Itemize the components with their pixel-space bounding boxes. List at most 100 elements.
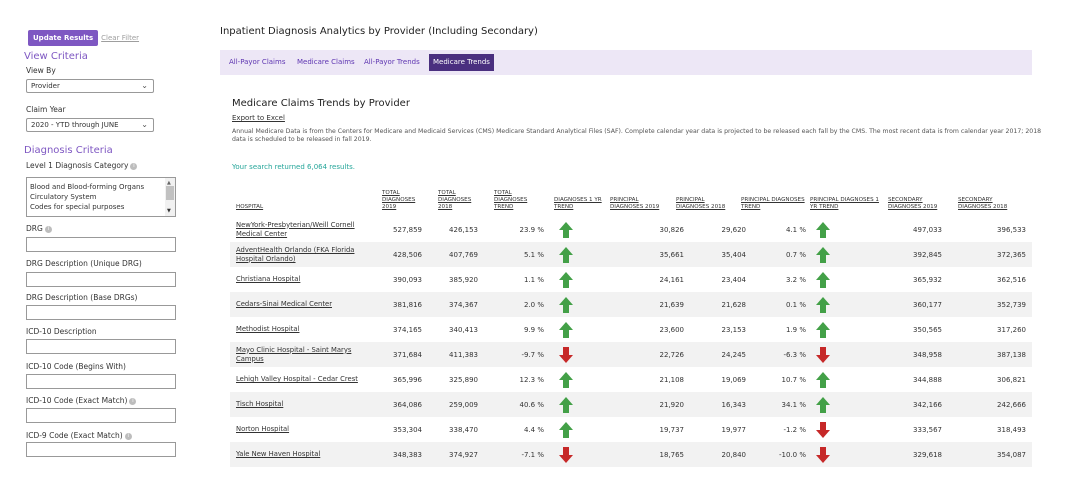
drg-input[interactable] [26,237,176,252]
hospital-link[interactable]: Mayo Clinic Hospital - Saint Marys Campu… [236,345,352,363]
principal-diagnoses-2019: 19,737 [659,425,685,434]
total-diagnoses-2018: 259,009 [449,400,478,409]
total-diagnoses-trend: -7.1 % [521,450,544,459]
icd10-desc-input[interactable] [26,339,176,354]
total-diagnoses-2018: 426,153 [449,225,478,234]
icd10-desc-label: ICD-10 Description [26,327,97,336]
col-header-total-2018[interactable]: TOTAL DIAGNOSES 2018 [438,190,472,210]
scroll-up-icon[interactable]: ▲ [167,180,171,186]
drg-label: DRG i [26,224,52,233]
tab-medicare-claims[interactable]: Medicare Claims [297,58,355,66]
scroll-down-icon[interactable]: ▼ [167,208,171,214]
drg-desc-unique-input[interactable] [26,272,176,287]
info-icon[interactable]: i [129,397,137,405]
list-item[interactable]: Blood and Blood-forming Organs [30,183,145,191]
tab-bar: All-Payor Claims Medicare Claims All-Pay… [220,50,1032,75]
arrow-up-icon [816,247,830,263]
export-to-excel-link[interactable]: Export to Excel [232,114,285,122]
secondary-diagnoses-2019: 497,033 [913,225,942,234]
clear-filter-link[interactable]: Clear Filter [101,34,140,42]
icd9-exact-label: ICD-9 Code (Exact Match) i [26,431,132,440]
icd10-begins-input[interactable] [26,374,176,389]
col-header-total-trend[interactable]: TOTAL DIAGNOSES TREND [494,190,528,210]
col-header-principal-trend[interactable]: PRINCIPAL DIAGNOSES TREND [741,197,805,210]
col-header-secondary-2018[interactable]: SECONDARY DIAGNOSES 2018 [958,197,1008,210]
diagnosis-criteria-title: Diagnosis Criteria [24,145,113,156]
arrow-up-icon [559,272,573,288]
arrow-up-icon [816,272,830,288]
tab-medicare-trends[interactable]: Medicare Trends [429,54,494,71]
hospital-link[interactable]: Christiana Hospital [236,275,301,283]
info-icon[interactable]: i [124,432,132,440]
hospital-link[interactable]: Norton Hospital [236,425,290,433]
table-row: Yale New Haven Hospital 348,383 374,927 -7.… [230,442,1032,467]
info-icon[interactable]: i [130,162,138,170]
hospital-link[interactable]: Yale New Haven Hospital [236,450,321,458]
col-header-diagnoses-1yr-trend[interactable]: DIAGNOSES 1 YR TREND [554,197,602,210]
principal-diagnoses-trend: -10.0 % [779,450,806,459]
hospital-link[interactable]: Methodist Hospital [236,325,300,333]
principal-diagnoses-2018: 24,245 [721,350,747,359]
total-diagnoses-2019: 390,093 [393,275,422,284]
total-diagnoses-trend: 40.6 % [519,400,544,409]
arrow-down-icon [559,347,573,363]
secondary-diagnoses-2019: 329,618 [913,450,942,459]
total-diagnoses-trend: -9.7 % [521,350,544,359]
arrow-up-icon [559,422,573,438]
level1-category-label: Level 1 Diagnosis Category i [26,161,138,170]
info-icon[interactable]: i [44,225,52,233]
col-header-total-2019[interactable]: TOTAL DIAGNOSES 2019 [382,190,416,210]
hospital-link[interactable]: Lehigh Valley Hospital - Cedar Crest [236,375,358,383]
arrow-up-icon [559,247,573,263]
hospital-link[interactable]: Tisch Hospital [236,400,284,408]
icd10-exact-label: ICD-10 Code (Exact Match) i [26,396,137,405]
total-diagnoses-2018: 374,927 [449,450,478,459]
secondary-diagnoses-2018: 306,821 [997,375,1026,384]
arrow-up-icon [816,397,830,413]
list-item[interactable]: Circulatory System [30,193,97,201]
table-row: Norton Hospital 353,304 338,470 4.4 % 19,737… [230,417,1032,442]
col-header-principal-2018[interactable]: PRINCIPAL DIAGNOSES 2018 [676,197,726,210]
total-diagnoses-2019: 374,165 [393,325,422,334]
col-header-principal-1yr-trend[interactable]: PRINCIPAL DIAGNOSES 1 YR TREND [810,197,879,210]
view-by-value: Provider [31,82,60,90]
list-item[interactable]: Codes for special purposes [30,203,125,211]
principal-diagnoses-2018: 29,620 [721,225,747,234]
drg-desc-base-input[interactable] [26,305,176,320]
hospital-link[interactable]: NewYork-Presbyterian/Weill Cornell Medic… [236,220,355,238]
listbox-scrollbar[interactable]: ▲ ▼ [165,178,175,216]
table-row: Methodist Hospital 374,165 340,413 9.9 % 23,… [230,317,1032,342]
hospital-link[interactable]: AdventHealth Orlando (FKA Florida Hospit… [236,245,355,263]
principal-diagnoses-2018: 16,343 [721,400,747,409]
icd10-exact-input[interactable] [26,408,176,423]
tab-all-payor-claims[interactable]: All-Payor Claims [229,58,286,66]
icd9-exact-input[interactable] [26,442,176,457]
arrow-up-icon [816,322,830,338]
scrollbar-thumb[interactable] [166,186,174,200]
tab-all-payor-trends[interactable]: All-Payor Trends [364,58,420,66]
principal-diagnoses-trend: -1.2 % [783,425,806,434]
level1-category-listbox[interactable]: Blood and Blood-forming Organs Circulato… [26,177,176,217]
total-diagnoses-2018: 338,470 [449,425,478,434]
secondary-diagnoses-2018: 318,493 [997,425,1026,434]
principal-diagnoses-2018: 23,404 [721,275,747,284]
col-header-hospital[interactable]: HOSPITAL [236,204,264,210]
principal-diagnoses-trend: 34.1 % [781,400,806,409]
level1-category-label-text: Level 1 Diagnosis Category [26,161,129,170]
update-results-button[interactable]: Update Results [28,30,99,46]
col-header-secondary-2019[interactable]: SECONDARY DIAGNOSES 2019 [888,197,938,210]
principal-diagnoses-2019: 35,661 [659,250,685,259]
secondary-diagnoses-2018: 362,516 [997,275,1026,284]
col-header-principal-2019[interactable]: PRINCIPAL DIAGNOSES 2019 [610,197,660,210]
arrow-down-icon [816,347,830,363]
view-by-select[interactable]: Provider ⌄ [26,79,154,93]
secondary-diagnoses-2018: 387,138 [997,350,1026,359]
secondary-diagnoses-2019: 333,567 [913,425,942,434]
drg-desc-unique-label: DRG Description (Unique DRG) [26,259,142,268]
secondary-diagnoses-2018: 317,260 [997,325,1026,334]
claim-year-select[interactable]: 2020 - YTD through JUNE ⌄ [26,118,154,132]
principal-diagnoses-2018: 35,404 [721,250,747,259]
hospital-link[interactable]: Cedars-Sinai Medical Center [236,300,332,308]
principal-diagnoses-2018: 21,628 [721,300,747,309]
total-diagnoses-2018: 385,920 [449,275,478,284]
